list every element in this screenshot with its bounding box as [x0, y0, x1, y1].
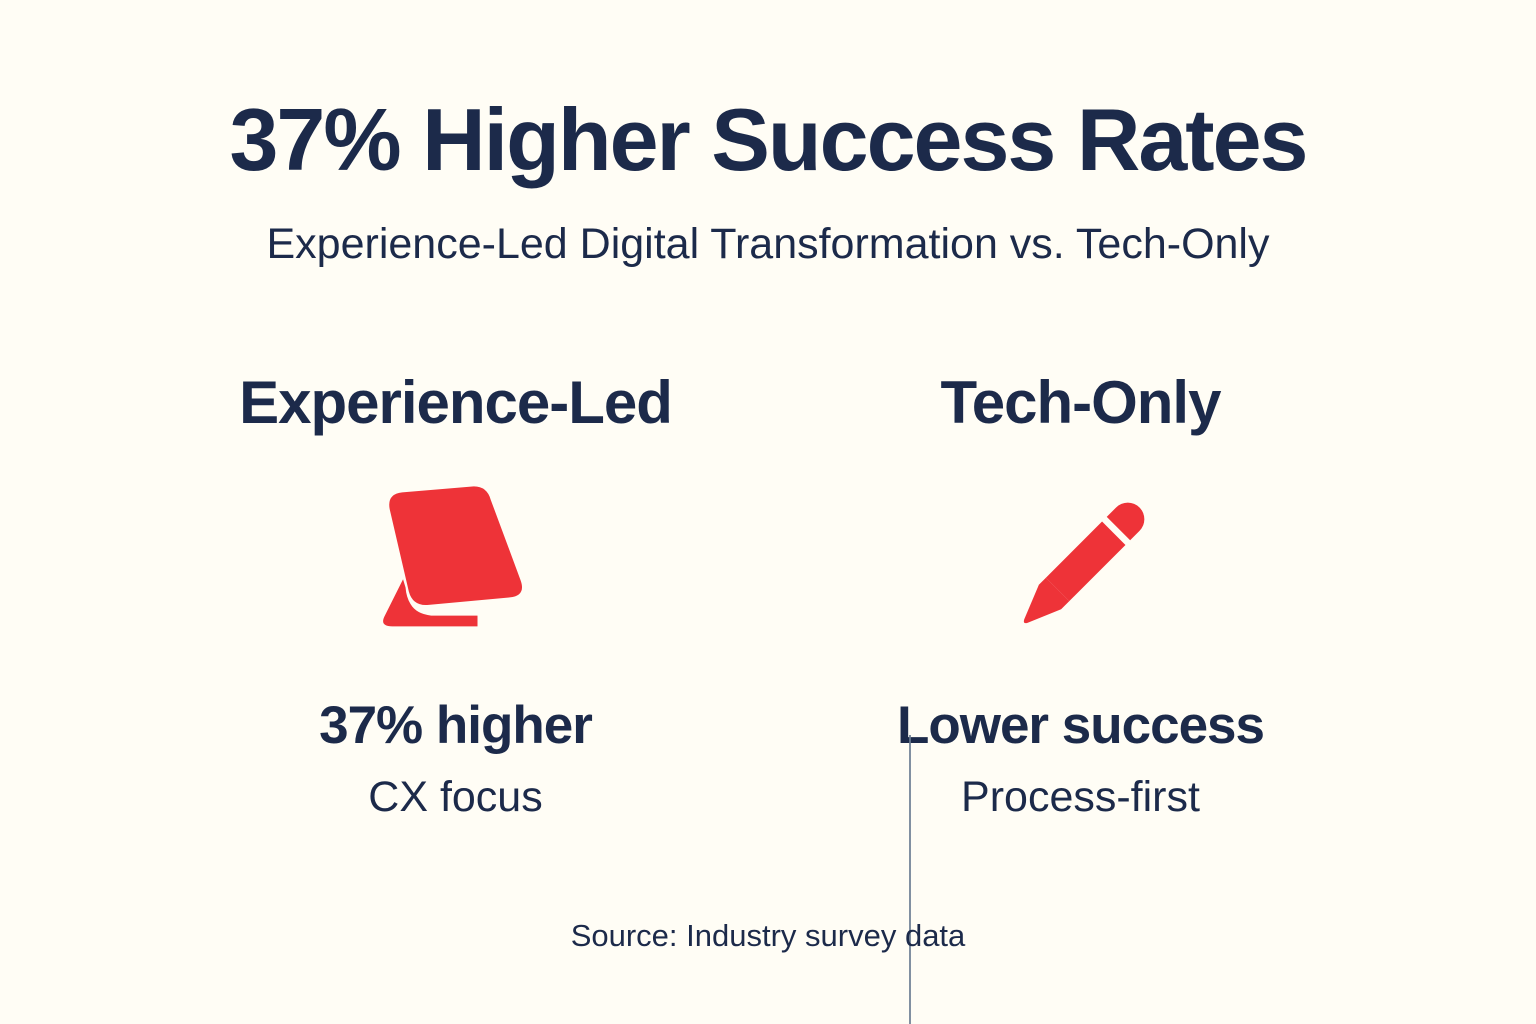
- column-tech-only: Tech-Only Lower success Process-first: [768, 373, 1393, 819]
- tech-only-stat: Lower success: [896, 696, 1265, 755]
- experience-led-caption: CX focus: [368, 773, 543, 821]
- tech-only-heading: Tech-Only: [940, 369, 1222, 436]
- source-note: Source: Industry survey data: [570, 918, 966, 953]
- experience-led-stat: 37% higher: [319, 696, 593, 755]
- tech-only-caption: Process-first: [961, 773, 1200, 821]
- experience-led-heading: Experience-Led: [239, 369, 673, 436]
- pencil-icon: [768, 475, 1393, 657]
- column-experience-led: Experience-Led 37% higher CX focus: [143, 373, 768, 819]
- tilted-display-icon: [143, 475, 768, 657]
- page-title: 37% Higher Success Rates: [229, 90, 1308, 189]
- column-divider: [909, 735, 911, 1024]
- header: 37% Higher Success Rates Experience-Led …: [0, 0, 1536, 269]
- comparison-section: Experience-Led 37% higher CX focus Tech-…: [143, 373, 1393, 1024]
- page-subtitle: Experience-Led Digital Transformation vs…: [266, 220, 1270, 268]
